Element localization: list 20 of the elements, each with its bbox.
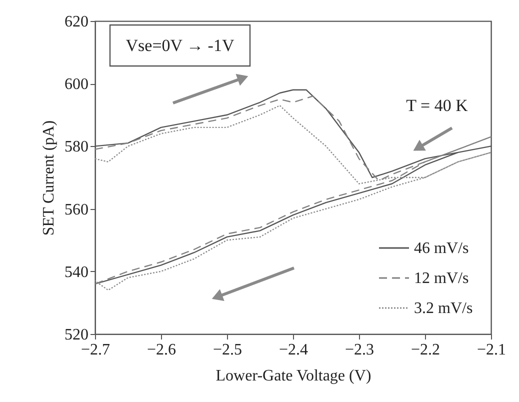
y-tick-label: 540 [64,264,88,281]
y-tick-label: 580 [64,138,88,156]
x-tick-label: −2.3 [344,342,374,358]
x-tick-label: −2.1 [476,342,506,358]
y-tick-label: 560 [64,201,88,218]
x-tick-label: −2.6 [146,342,176,358]
x-tick-label: −2.4 [278,342,308,358]
x-tick-label: −2.7 [80,342,110,358]
y-axis-title: SET Current (pA) [40,120,58,236]
legend-label: 12 mV/s [414,270,469,287]
x-tick-label: −2.5 [212,342,242,358]
y-tick-label: 620 [64,14,88,30]
annotation: T = 40 K [406,96,469,115]
y-tick-label: 520 [64,326,88,344]
y-tick-label: 600 [64,76,88,94]
legend-label: 46 mV/s [414,240,469,257]
annotation: Vse=0V → -1V [126,36,235,55]
x-tick-label: −2.2 [410,342,440,358]
x-axis-title: Lower-Gate Voltage (V) [216,368,372,384]
legend-label: 3.2 mV/s [414,300,473,317]
